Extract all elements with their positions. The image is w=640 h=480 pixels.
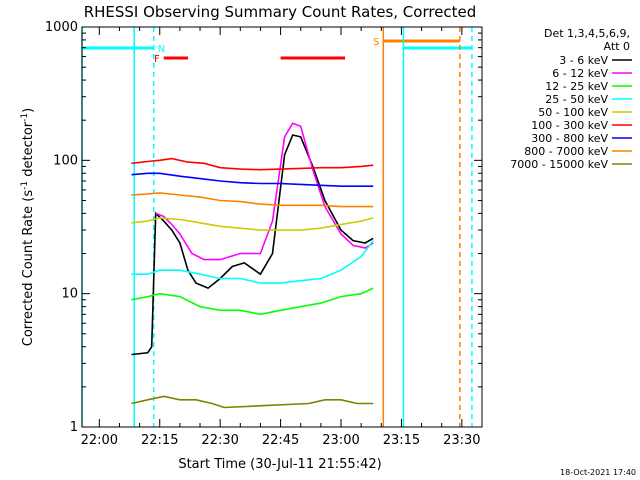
series-line <box>131 395 374 409</box>
x-tick-label: 23:00 <box>322 433 359 448</box>
y-axis-label-sup1: -1 <box>20 181 30 190</box>
x-tick-label: 23:30 <box>443 433 480 448</box>
x-tick-label: 22:45 <box>262 433 299 448</box>
x-tick-label: 23:15 <box>383 433 420 448</box>
y-axis-label: Corrected Count Rate (s-1 detector-1) <box>20 108 36 346</box>
y-tick-label: 1000 <box>45 20 78 35</box>
saa-flag-label: S <box>373 37 379 48</box>
plot-frame <box>81 26 483 428</box>
y-axis-label-end: ) <box>21 108 36 113</box>
series-line <box>155 122 374 261</box>
x-axis-label: Start Time (30-Jul-11 21:55:42) <box>178 457 381 472</box>
night-flag-label: N <box>158 44 165 55</box>
series-line <box>131 287 374 316</box>
y-axis: 1 10 100 1000 <box>45 20 482 435</box>
series-line <box>131 192 374 208</box>
y-axis-label-mid: detector <box>21 121 36 181</box>
legend-header-line-2: Att 0 <box>604 40 630 53</box>
legend-label: 12 - 25 keV <box>545 80 608 93</box>
vertical-markers <box>81 27 473 427</box>
series-line <box>131 217 374 231</box>
x-tick-label: 22:15 <box>141 433 178 448</box>
series-line <box>131 157 374 171</box>
legend-label: 6 - 12 keV <box>552 67 608 80</box>
y-axis-label-sup2: -1 <box>20 113 30 122</box>
footer-date: 18-Oct-2021 17:40 <box>560 468 636 477</box>
legend-label: 300 - 800 keV <box>531 132 608 145</box>
orbit-flags: NF S <box>82 37 472 65</box>
legend-label: 800 - 7000 keV <box>524 145 608 158</box>
legend-label: 3 - 6 keV <box>559 54 608 67</box>
x-tick-label: 22:30 <box>201 433 238 448</box>
y-tick-label: 10 <box>61 287 78 302</box>
chart-title: RHESSI Observing Summary Count Rates, Co… <box>84 3 477 21</box>
legend-label: 100 - 300 keV <box>531 119 608 132</box>
legend-label: 7000 - 15000 keV <box>510 158 608 171</box>
series-lines <box>131 122 374 409</box>
flare-flag-label: F <box>154 54 160 65</box>
x-axis: 22:00 22:15 22:30 22:45 23:00 23:15 23:30 <box>81 27 483 448</box>
series-line <box>131 172 374 187</box>
y-tick-label: 1 <box>70 420 78 435</box>
legend-label: 25 - 50 keV <box>545 93 608 106</box>
legend-label: 50 - 100 keV <box>538 106 608 119</box>
y-tick-label: 100 <box>53 153 78 168</box>
legend-header-line-1: Det 1,3,4,5,6,9, <box>544 27 630 40</box>
x-tick-label: 22:00 <box>81 433 118 448</box>
series-line <box>131 240 374 284</box>
y-axis-label-main: Corrected Count Rate (s <box>21 190 36 347</box>
